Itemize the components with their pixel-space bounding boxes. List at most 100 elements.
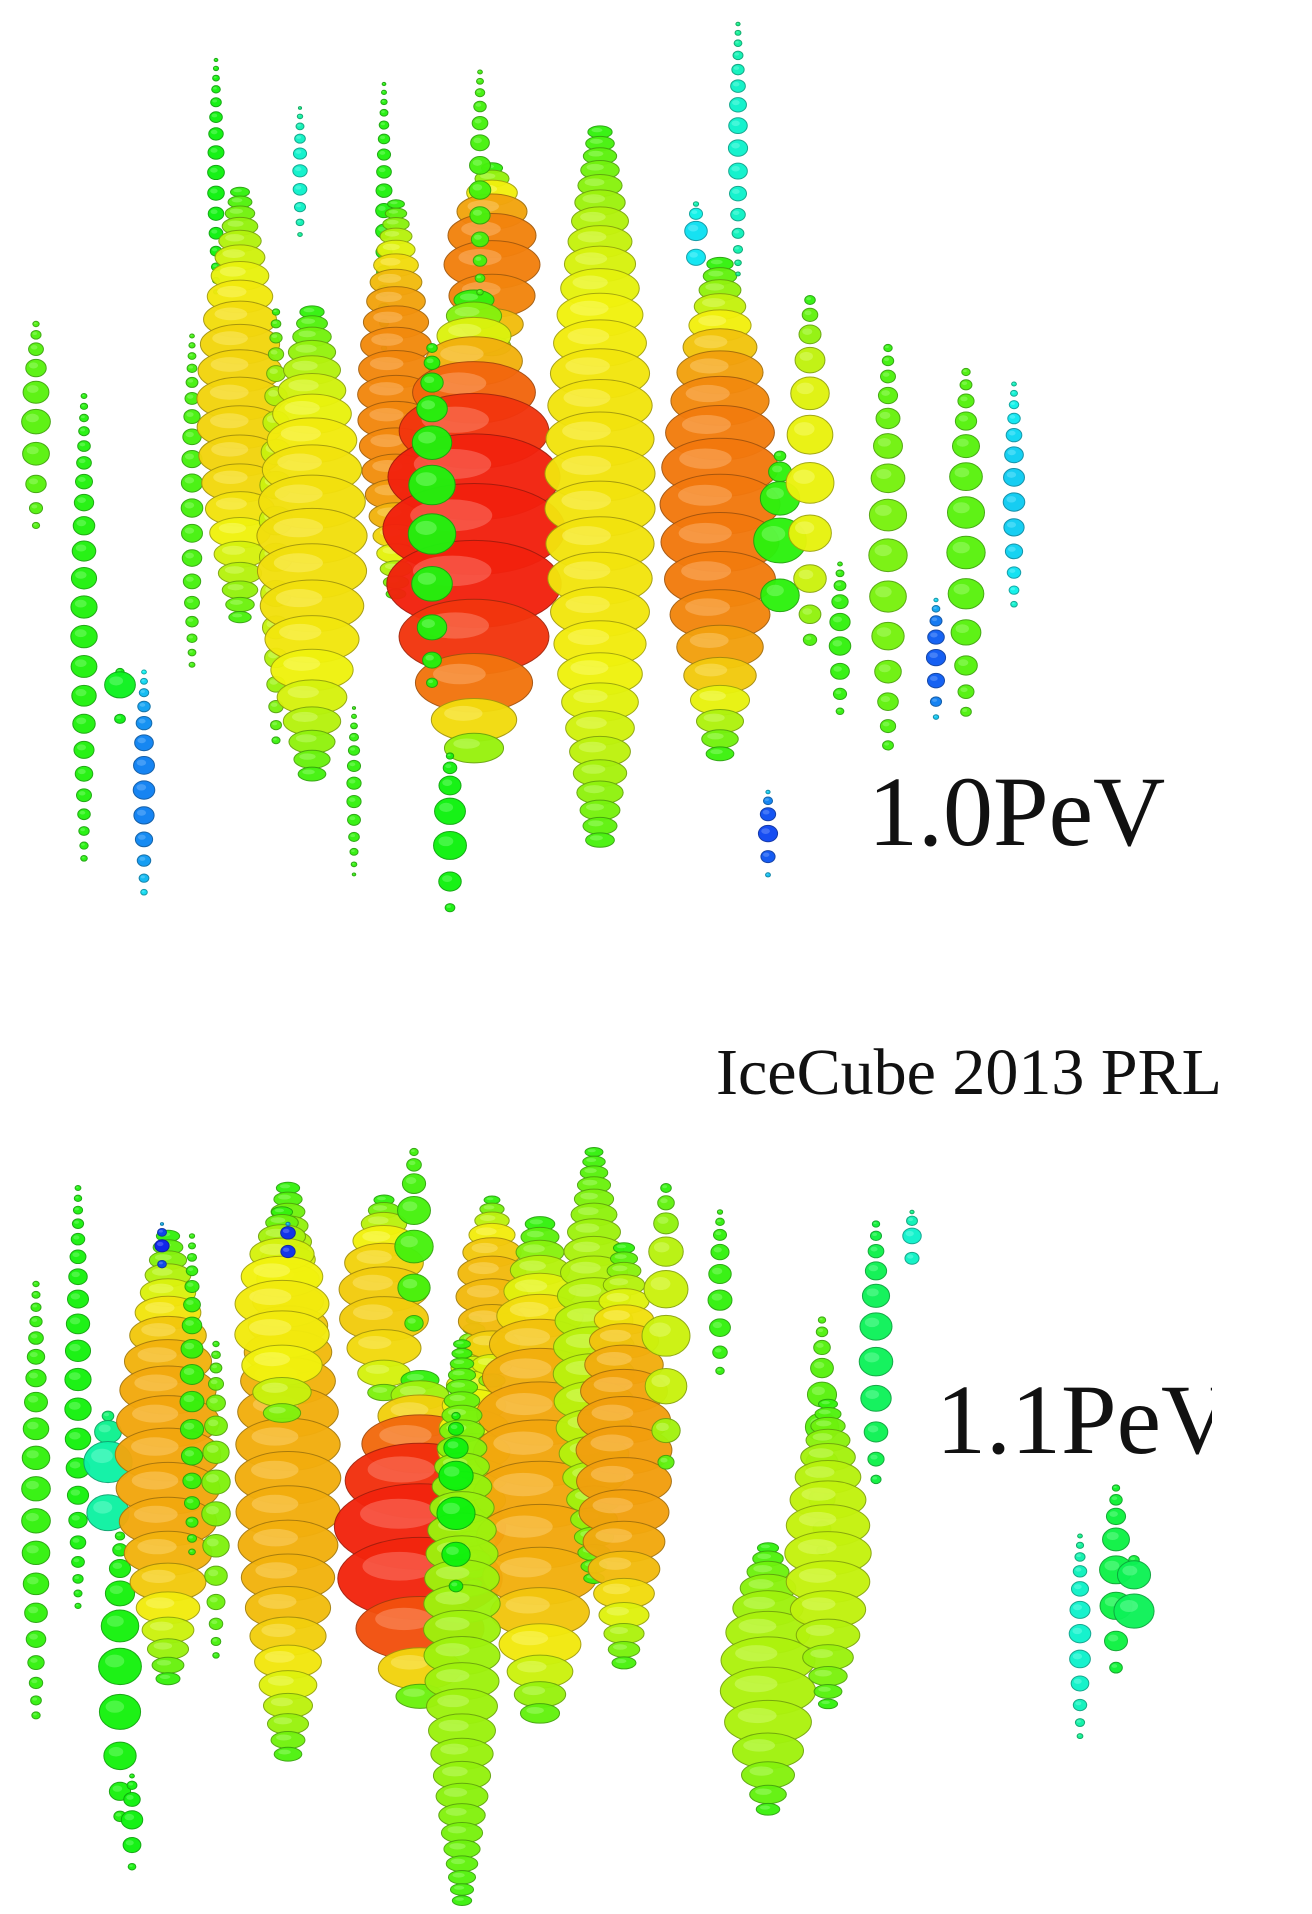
sensor-highlight (190, 1234, 193, 1237)
sensor-hit (648, 1236, 684, 1267)
sensor-hit (22, 380, 50, 404)
sensor-highlight (73, 1235, 80, 1240)
sensor-highlight (599, 1329, 631, 1342)
sensor-highlight (148, 1283, 174, 1294)
sensor-highlight (128, 1782, 133, 1786)
sensor-highlight (30, 1658, 38, 1663)
sensor-hit (411, 425, 453, 460)
sensor-hit (202, 1440, 230, 1464)
sensor-highlight (679, 448, 732, 469)
sensor-hit (252, 1376, 312, 1408)
sensor-highlight (211, 229, 218, 234)
sensor-highlight (26, 1545, 39, 1554)
sensor-hit (438, 871, 462, 892)
sensor-hit (1008, 585, 1020, 595)
sensor-hit (946, 496, 986, 529)
sensor-highlight (447, 1441, 459, 1449)
sensor-hit (712, 1228, 728, 1241)
sensor-hit (280, 1226, 296, 1240)
sensor-highlight (766, 584, 784, 597)
sensor-highlight (268, 1406, 286, 1414)
sensor-highlight (563, 561, 611, 580)
sensor-highlight (1076, 1719, 1081, 1723)
sensor-hit (473, 100, 487, 113)
sensor-hit (32, 320, 40, 328)
sensor-highlight (27, 1421, 39, 1430)
sensor-highlight (799, 351, 813, 361)
sensor-highlight (953, 583, 970, 595)
sensor-hit (376, 148, 392, 161)
sensor-highlight (812, 1433, 833, 1441)
sensor-hit (1111, 1484, 1121, 1492)
sensor-highlight (209, 1597, 218, 1603)
sensor-highlight (375, 291, 402, 302)
sensor-hit (70, 567, 98, 590)
sensor-hit (351, 706, 357, 710)
sensor-highlight (124, 1813, 135, 1821)
sensor-hit (433, 830, 467, 860)
sensor-highlight (248, 1319, 292, 1336)
sensor-highlight (405, 1177, 417, 1185)
sensor-hit (1109, 1494, 1123, 1506)
sensor-highlight (352, 862, 355, 865)
sensor-hit (448, 1579, 464, 1593)
sensor-highlight (271, 334, 278, 339)
sensor-hit (271, 736, 281, 745)
sensor-highlight (570, 660, 609, 676)
sensor-hit (765, 872, 771, 878)
sensor-hit (447, 1421, 465, 1436)
sensor-hit (207, 145, 225, 160)
sensor-highlight (261, 1623, 296, 1638)
sensor-highlight (958, 415, 969, 422)
sensor-highlight (762, 810, 770, 815)
sensor-highlight (258, 1593, 297, 1609)
sensor-highlight (766, 873, 769, 875)
sensor-hit (229, 186, 251, 198)
sensor-hit (182, 573, 202, 590)
sensor-highlight (821, 1400, 830, 1405)
sensor-highlight (352, 1274, 393, 1291)
sensor-highlight (72, 1538, 80, 1543)
sensor-highlight (662, 1185, 668, 1189)
sensor-hit (72, 1205, 84, 1215)
sensor-highlight (875, 586, 892, 598)
sensor-highlight (837, 709, 841, 712)
sensor-highlight (934, 715, 937, 718)
sensor-hit (1068, 1624, 1092, 1644)
sensor-hit (785, 462, 835, 504)
sensor-highlight (931, 617, 938, 622)
sensor-hit (98, 1693, 142, 1730)
sensor-highlight (390, 201, 398, 205)
sensor-highlight (732, 82, 740, 87)
sensor-highlight (814, 1669, 832, 1677)
sensor-highlight (140, 875, 145, 879)
sensor-hit (688, 207, 704, 220)
sensor-highlight (160, 1223, 163, 1225)
sensor-hit (204, 1565, 228, 1586)
sensor-highlight (139, 856, 146, 861)
sensor-highlight (1010, 587, 1015, 591)
sensor-hit (831, 594, 849, 610)
sensor-highlight (212, 1352, 217, 1356)
sensor-hit (381, 89, 387, 96)
sensor-highlight (159, 1674, 171, 1680)
sensor-highlight (362, 1230, 391, 1242)
sensor-hit (210, 1636, 222, 1647)
sensor-highlight (403, 1688, 425, 1697)
sensor-highlight (1130, 1557, 1136, 1561)
sensor-highlight (519, 1260, 546, 1271)
sensor-hit (186, 363, 198, 373)
sensor-highlight (1006, 496, 1017, 503)
sensor-hit (470, 134, 490, 152)
sensor-highlight (1119, 1600, 1139, 1612)
sensor-highlight (757, 1553, 772, 1559)
sensor-highlight (184, 502, 195, 509)
sensor-highlight (378, 186, 386, 191)
sensor-highlight (295, 185, 302, 190)
sensor-highlight (1011, 391, 1015, 394)
sensor-hit (582, 816, 618, 835)
sensor-hit (835, 707, 845, 716)
sensor-highlight (1073, 1678, 1082, 1684)
sensor-highlight (910, 1210, 913, 1213)
sensor-highlight (589, 835, 603, 841)
